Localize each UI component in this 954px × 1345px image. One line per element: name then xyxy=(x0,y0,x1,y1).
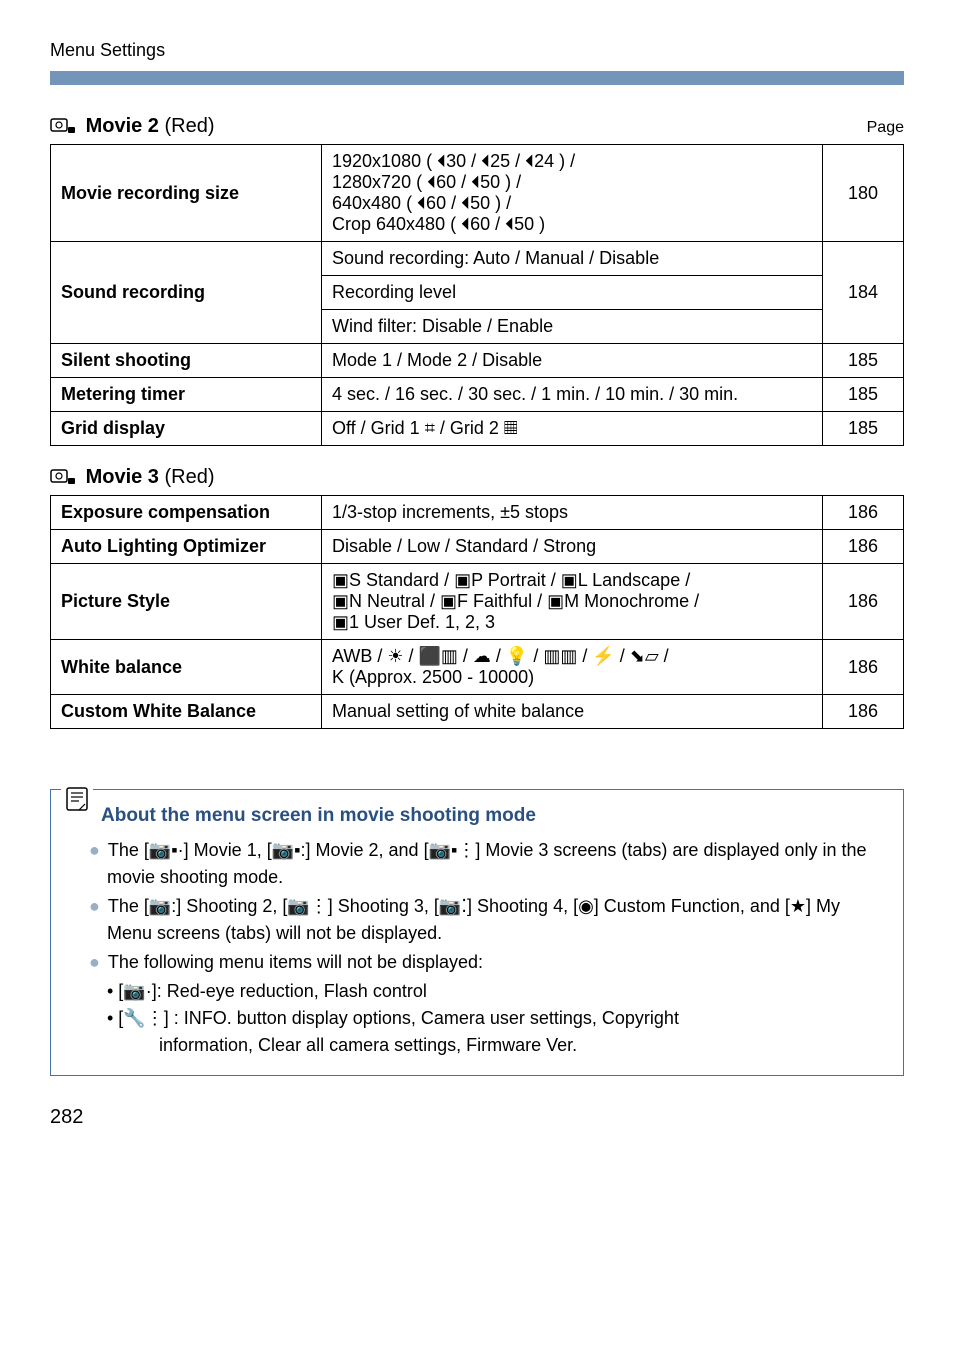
table-row: Movie recording size 1920x1080 ( ⏴30 / ⏴… xyxy=(51,145,904,242)
row-page: 186 xyxy=(823,496,904,530)
row-value: AWB / ☀ / ⬛▥ / ☁ / 💡 / ▥▥ / ⚡ / ⬊▱ / K (… xyxy=(322,640,823,695)
row-label: Picture Style xyxy=(51,564,322,640)
table-row: White balance AWB / ☀ / ⬛▥ / ☁ / 💡 / ▥▥ … xyxy=(51,640,904,695)
note-icon xyxy=(61,786,93,820)
row-label: Movie recording size xyxy=(51,145,322,242)
camera-movie-icon xyxy=(50,117,76,137)
page-number: 282 xyxy=(50,1106,904,1129)
list-item: • [🔧⋮] : INFO. button display options, C… xyxy=(107,1005,887,1032)
movie-2-color: (Red) xyxy=(159,115,215,137)
list-item: ●The following menu items will not be di… xyxy=(67,949,887,976)
movie-2-title: Movie 2 (Red) xyxy=(50,115,215,138)
row-label: Auto Lighting Optimizer xyxy=(51,530,322,564)
row-label: White balance xyxy=(51,640,322,695)
info-bullet-list: ●The [📷▪·] Movie 1, [📷▪:] Movie 2, and [… xyxy=(67,837,887,976)
row-page: 186 xyxy=(823,640,904,695)
row-page: 185 xyxy=(823,378,904,412)
movie-3-title: Movie 3 (Red) xyxy=(50,466,215,489)
list-item: • [📷·]: Red-eye reduction, Flash control xyxy=(107,978,887,1005)
camera-movie-icon xyxy=(50,468,76,488)
row-page: 185 xyxy=(823,412,904,446)
table-row: Exposure compensation 1/3-stop increment… xyxy=(51,496,904,530)
row-page: 186 xyxy=(823,530,904,564)
bullet-icon: ● xyxy=(89,952,100,972)
table-row: Custom White Balance Manual setting of w… xyxy=(51,695,904,729)
table-row: Auto Lighting Optimizer Disable / Low / … xyxy=(51,530,904,564)
row-value: Mode 1 / Mode 2 / Disable xyxy=(322,344,823,378)
list-item: ●The [📷▪·] Movie 1, [📷▪:] Movie 2, and [… xyxy=(67,837,887,891)
row-label: Grid display xyxy=(51,412,322,446)
row-label: Sound recording xyxy=(51,242,322,344)
list-item: ●The [📷:] Shooting 2, [📷⋮] Shooting 3, [… xyxy=(67,893,887,947)
row-value: Off / Grid 1 ⌗ / Grid 2 ▦ xyxy=(322,412,823,446)
table-row: Grid display Off / Grid 1 ⌗ / Grid 2 ▦ 1… xyxy=(51,412,904,446)
bullet-icon: ● xyxy=(89,896,100,916)
info-note-box: About the menu screen in movie shooting … xyxy=(50,789,904,1076)
row-value: 4 sec. / 16 sec. / 30 sec. / 1 min. / 10… xyxy=(322,378,823,412)
list-item: information, Clear all camera settings, … xyxy=(107,1032,887,1059)
info-sub-list: • [📷·]: Red-eye reduction, Flash control… xyxy=(67,978,887,1059)
movie-2-table: Movie recording size 1920x1080 ( ⏴30 / ⏴… xyxy=(50,144,904,446)
movie-3-color: (Red) xyxy=(159,466,215,488)
row-value: 1920x1080 ( ⏴30 / ⏴25 / ⏴24 ) / 1280x720… xyxy=(322,145,823,242)
row-value: 1/3-stop increments, ±5 stops xyxy=(322,496,823,530)
table-row: Metering timer 4 sec. / 16 sec. / 30 sec… xyxy=(51,378,904,412)
row-value: ▣S Standard / ▣P Portrait / ▣L Landscape… xyxy=(322,564,823,640)
movie-3-table: Exposure compensation 1/3-stop increment… xyxy=(50,495,904,729)
row-value: Manual setting of white balance xyxy=(322,695,823,729)
row-page: 180 xyxy=(823,145,904,242)
row-label: Silent shooting xyxy=(51,344,322,378)
info-title: About the menu screen in movie shooting … xyxy=(101,802,887,831)
header-divider-bar xyxy=(50,71,904,85)
table-row: Sound recording Sound recording: Auto / … xyxy=(51,242,904,276)
bullet-icon: ● xyxy=(89,840,100,860)
table-row: Picture Style ▣S Standard / ▣P Portrait … xyxy=(51,564,904,640)
row-value: Wind filter: Disable / Enable xyxy=(322,310,823,344)
section-header-label: Menu Settings xyxy=(50,40,904,61)
table-row: Silent shooting Mode 1 / Mode 2 / Disabl… xyxy=(51,344,904,378)
movie-3-label: Movie 3 xyxy=(86,466,159,488)
row-label: Exposure compensation xyxy=(51,496,322,530)
row-page: 186 xyxy=(823,564,904,640)
page-column-label: Page xyxy=(867,119,904,137)
row-value: Recording level xyxy=(322,276,823,310)
row-label: Metering timer xyxy=(51,378,322,412)
row-label: Custom White Balance xyxy=(51,695,322,729)
row-page: 184 xyxy=(823,242,904,344)
movie-2-label: Movie 2 xyxy=(86,115,159,137)
row-value: Disable / Low / Standard / Strong xyxy=(322,530,823,564)
row-page: 186 xyxy=(823,695,904,729)
row-page: 185 xyxy=(823,344,904,378)
row-value: Sound recording: Auto / Manual / Disable xyxy=(322,242,823,276)
